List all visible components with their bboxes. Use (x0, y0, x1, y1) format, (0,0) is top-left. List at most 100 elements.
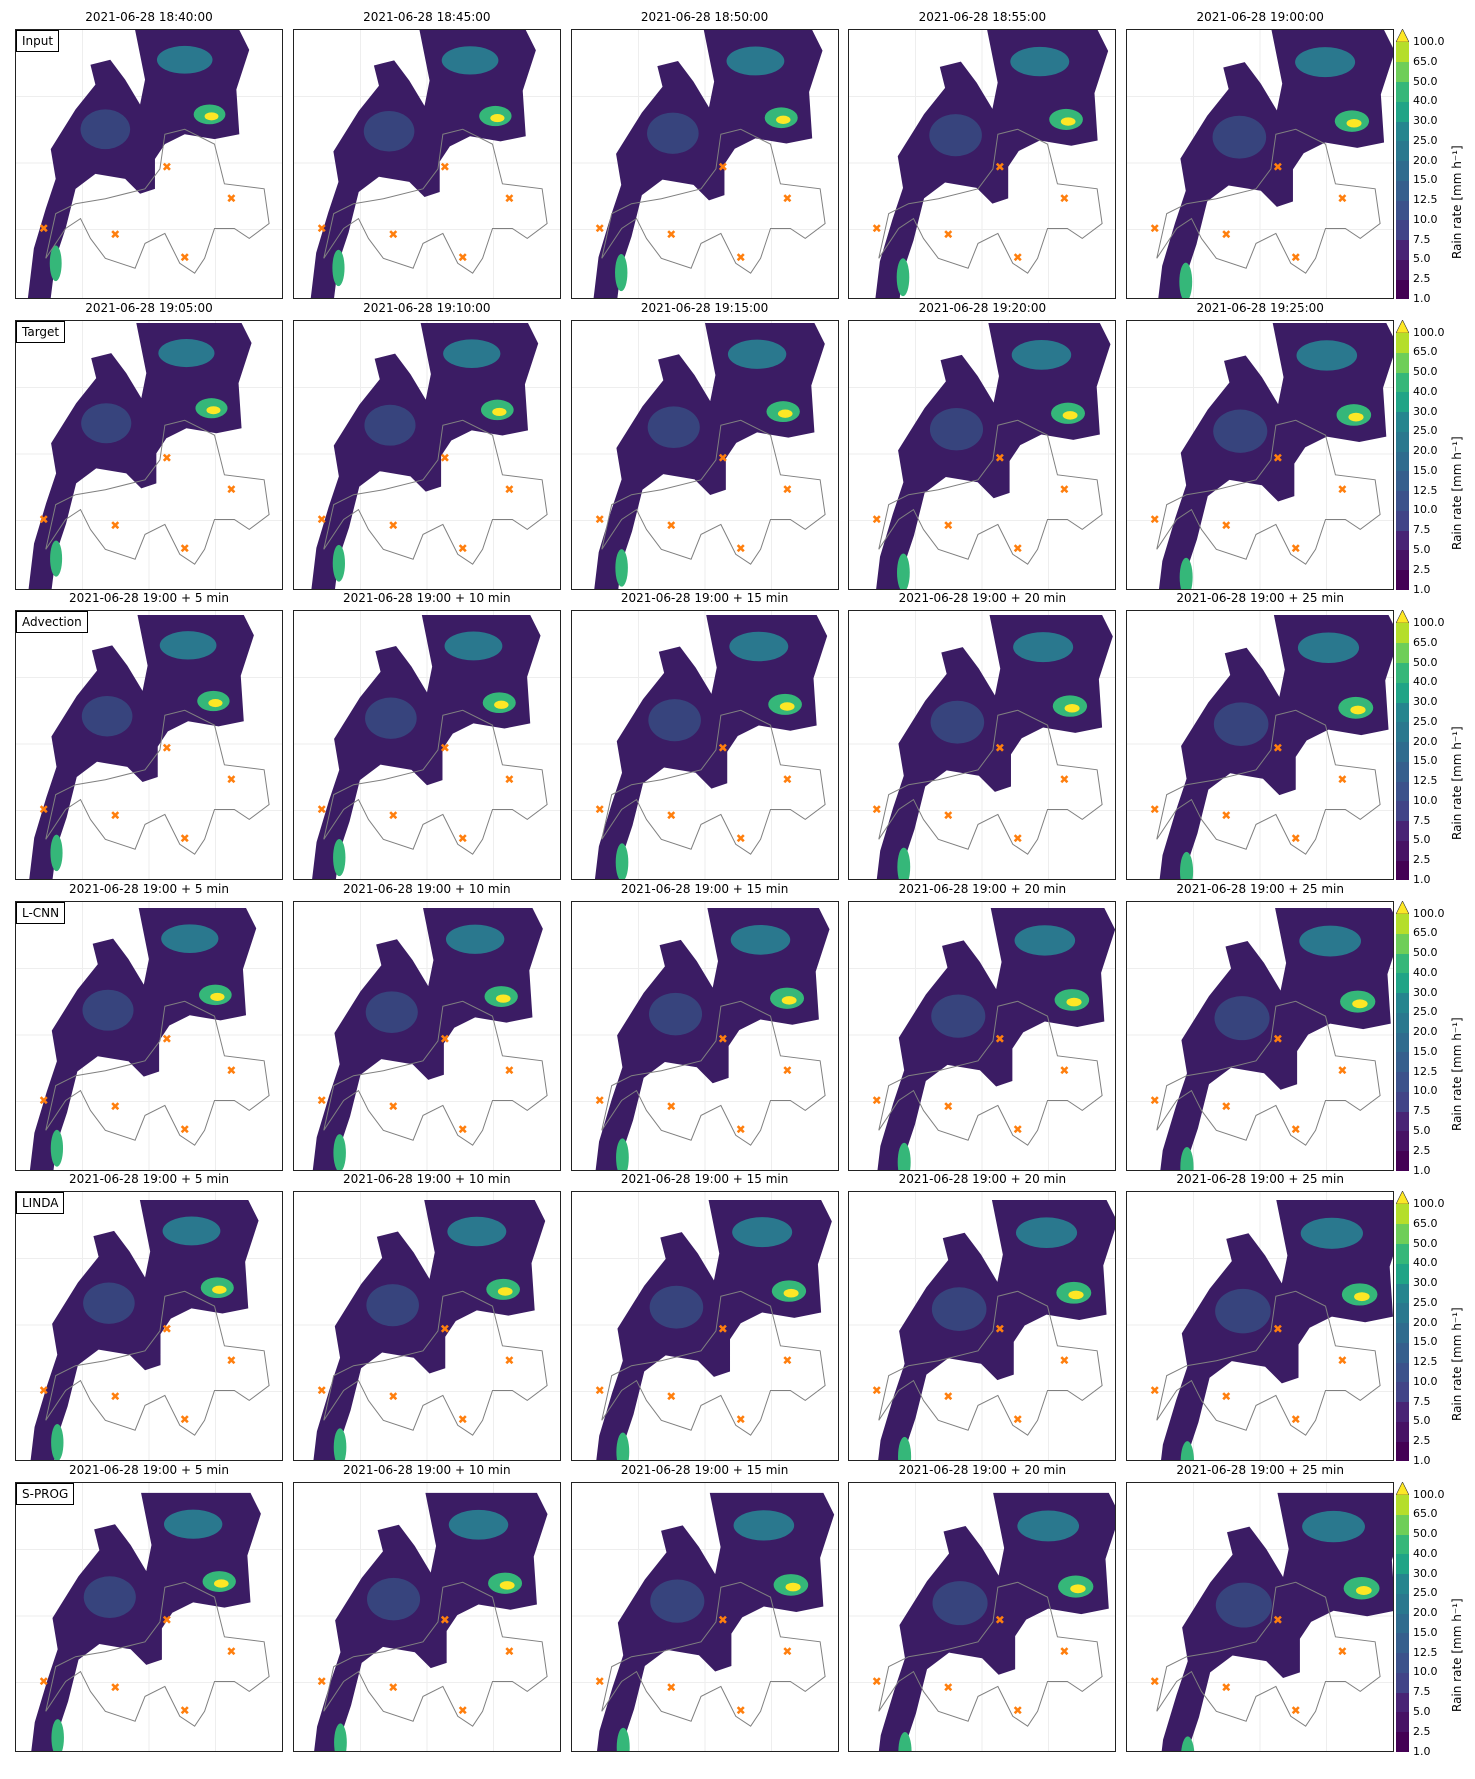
colorbar-label: Rain rate [mm h⁻¹] (1450, 145, 1464, 259)
rain-core (1298, 632, 1360, 664)
colorbar-tick-label: 40.0 (1413, 965, 1438, 979)
rain-core (332, 249, 345, 287)
row-label: Advection (16, 611, 88, 633)
colorbar-band (1396, 1711, 1409, 1733)
location-marker-icon: ✖ (1150, 1674, 1160, 1688)
colorbar-tick-label: 5.0 (1413, 1414, 1431, 1428)
rain-core (727, 339, 786, 369)
colorbar-tick-label: 7.5 (1413, 813, 1431, 827)
rain-core (1214, 702, 1269, 746)
rain-core (930, 407, 984, 450)
country-border (600, 709, 826, 855)
rain-core (897, 258, 910, 297)
colorbar-band (1396, 860, 1409, 881)
rain-core (364, 697, 417, 739)
location-marker-icon: ✖ (995, 1031, 1005, 1045)
colorbar-band (1396, 1593, 1409, 1614)
location-marker-icon: ✖ (872, 1383, 882, 1397)
location-marker-icon: ✖ (1060, 1644, 1070, 1658)
panel-title: 2021-06-28 19:00 + 15 min (620, 1172, 789, 1186)
colorbar-tick-label: 30.0 (1413, 114, 1438, 128)
rain-core (1215, 1288, 1271, 1334)
rain-core (1016, 1217, 1078, 1248)
rain-core (649, 1578, 704, 1623)
colorbar-tick-label: 40.0 (1413, 384, 1438, 398)
rain-field (593, 30, 823, 298)
location-marker-icon: ✖ (440, 1031, 450, 1045)
rain-map-panel: ✖ ✖ ✖ ✖ ✖ (848, 319, 1117, 590)
colorbar-band (1396, 1150, 1409, 1171)
rain-map-panel: ✖ ✖ ✖ ✖ ✖ (848, 610, 1117, 880)
colorbar-tick-label: 65.0 (1413, 1216, 1438, 1230)
colorbar-band (1396, 1091, 1409, 1112)
location-marker-icon: ✖ (1013, 1122, 1023, 1136)
colorbar-tick-label: 2.5 (1413, 272, 1431, 286)
rain-core (444, 631, 503, 661)
colorbar-band (1396, 702, 1409, 723)
colorbar-tick-label: 20.0 (1413, 734, 1438, 748)
rain-core (1296, 339, 1358, 371)
colorbar-band (1396, 820, 1409, 841)
rain-map-panel: ✖ ✖ ✖ ✖ ✖ (848, 29, 1117, 299)
location-marker-icon: ✖ (440, 741, 450, 755)
location-marker-icon: ✖ (458, 1703, 468, 1717)
colorbar-band (1396, 180, 1409, 201)
location-marker-icon: ✖ (1221, 227, 1231, 241)
location-marker-icon: ✖ (110, 227, 120, 241)
colorbar (1396, 1191, 1409, 1462)
rain-field (31, 1492, 261, 1751)
colorbar-tick-label: 20.0 (1413, 153, 1438, 167)
colorbar-tick-label: 30.0 (1413, 1276, 1438, 1290)
rain-core (897, 552, 911, 589)
colorbar-tick-label: 30.0 (1413, 695, 1438, 709)
location-marker-icon: ✖ (594, 1674, 604, 1688)
rain-field (1161, 1199, 1394, 1460)
rain-core (50, 1129, 64, 1167)
colorbar-band (1396, 1130, 1409, 1152)
colorbar-band (1396, 913, 1409, 934)
rain-core (1012, 339, 1072, 370)
rain-core (931, 994, 986, 1038)
location-marker-icon: ✖ (1338, 482, 1348, 496)
country-border (600, 1581, 826, 1727)
rain-core (492, 407, 507, 416)
colorbar-band (1396, 140, 1409, 162)
colorbar-tick-label: 7.5 (1413, 1104, 1431, 1118)
row-label: L-CNN (16, 901, 66, 924)
location-marker-icon: ✖ (782, 482, 792, 496)
rain-core (1061, 117, 1076, 126)
rain-core (448, 1509, 509, 1540)
location-marker-icon: ✖ (717, 1031, 727, 1045)
colorbar-tick-label: 40.0 (1413, 1256, 1438, 1270)
location-marker-icon: ✖ (594, 221, 604, 235)
colorbar-tick-label: 40.0 (1413, 1546, 1438, 1560)
location-marker-icon: ✖ (317, 802, 327, 816)
colorbar-band (1396, 1731, 1409, 1752)
rain-map-panel: ✖ ✖ ✖ ✖ ✖ (570, 29, 839, 299)
colorbar-tick-label: 1.0 (1413, 1744, 1431, 1758)
panel-title: 2021-06-28 19:00 + 10 min (343, 591, 511, 605)
location-marker-icon: ✖ (226, 192, 236, 206)
panel-title: 2021-06-28 19:10:00 (363, 300, 491, 315)
colorbar-tick-label: 50.0 (1413, 1236, 1438, 1250)
rain-core (163, 1509, 223, 1539)
colorbar-band (1396, 431, 1409, 452)
rain-core (929, 114, 983, 157)
rain-map-panel: ✖ ✖ ✖ ✖ ✖ (848, 900, 1117, 1171)
colorbar-band (1396, 510, 1409, 531)
rain-field (310, 30, 536, 298)
rain-core (490, 114, 505, 123)
location-marker-icon: ✖ (594, 802, 604, 816)
colorbar (1396, 1481, 1409, 1752)
colorbar-tick-label: 5.0 (1413, 542, 1431, 556)
location-marker-icon: ✖ (666, 518, 676, 532)
location-marker-icon: ✖ (782, 773, 792, 787)
rain-core (1295, 47, 1356, 78)
colorbar-tick-label: 65.0 (1413, 54, 1438, 68)
rain-field (875, 30, 1109, 298)
rain-map-panel: ✖ ✖ ✖ ✖ ✖ (1126, 1481, 1395, 1752)
location-marker-icon: ✖ (735, 541, 745, 555)
country-border (1156, 1290, 1381, 1436)
rain-field (1160, 907, 1394, 1170)
colorbar-band (1396, 1613, 1409, 1634)
